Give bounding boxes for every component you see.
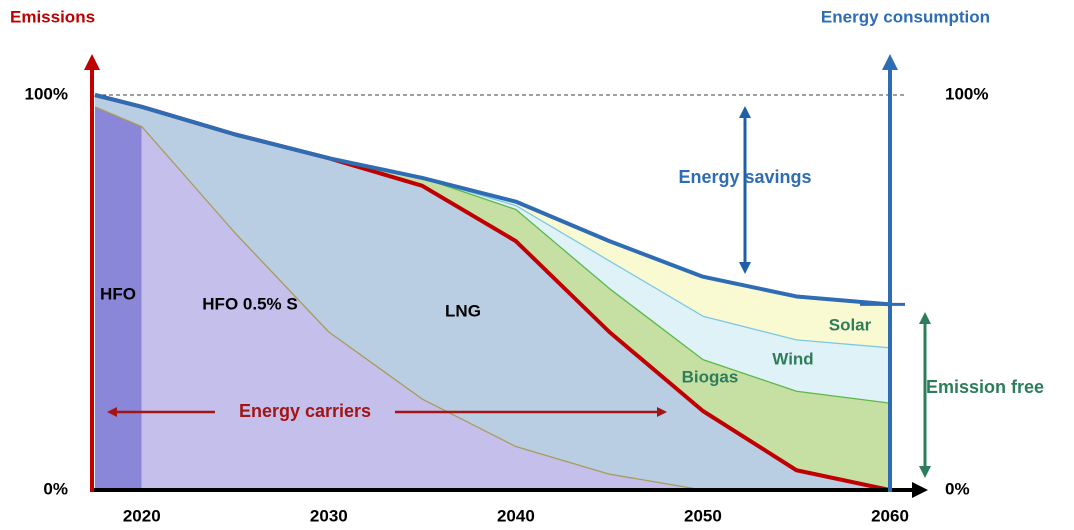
series-label: HFO 0.5% S xyxy=(202,294,297,313)
x-tick-label: 2020 xyxy=(123,506,161,525)
annotation: Energy savings xyxy=(678,167,811,187)
x-tick-label: 2050 xyxy=(684,506,722,525)
x-tick-label: 2060 xyxy=(871,506,909,525)
annotation: Emission free xyxy=(926,377,1044,397)
area xyxy=(95,95,890,490)
y-axis-label: Emissions xyxy=(10,7,95,26)
y-tick-label: 0% xyxy=(43,479,68,498)
y-tick-label: 100% xyxy=(25,84,68,103)
area xyxy=(95,106,890,490)
series-label: Solar xyxy=(829,315,872,334)
area xyxy=(95,95,890,348)
series-label: HFO xyxy=(100,284,136,303)
annotation: Energy carriers xyxy=(239,401,371,421)
series-label: Biogas xyxy=(682,367,739,386)
y2-tick-label: 100% xyxy=(945,84,988,103)
area-edge xyxy=(94,93,891,307)
x-tick-label: 2040 xyxy=(497,506,535,525)
series-label: LNG xyxy=(445,301,481,320)
carriers-label-bg xyxy=(215,400,395,424)
x-tick-label: 2030 xyxy=(310,506,348,525)
y2-axis-label: Energy consumption xyxy=(821,7,990,26)
y2-tick-label: 0% xyxy=(945,479,970,498)
series-label: Wind xyxy=(772,349,813,368)
area xyxy=(95,95,890,404)
area xyxy=(95,95,890,490)
